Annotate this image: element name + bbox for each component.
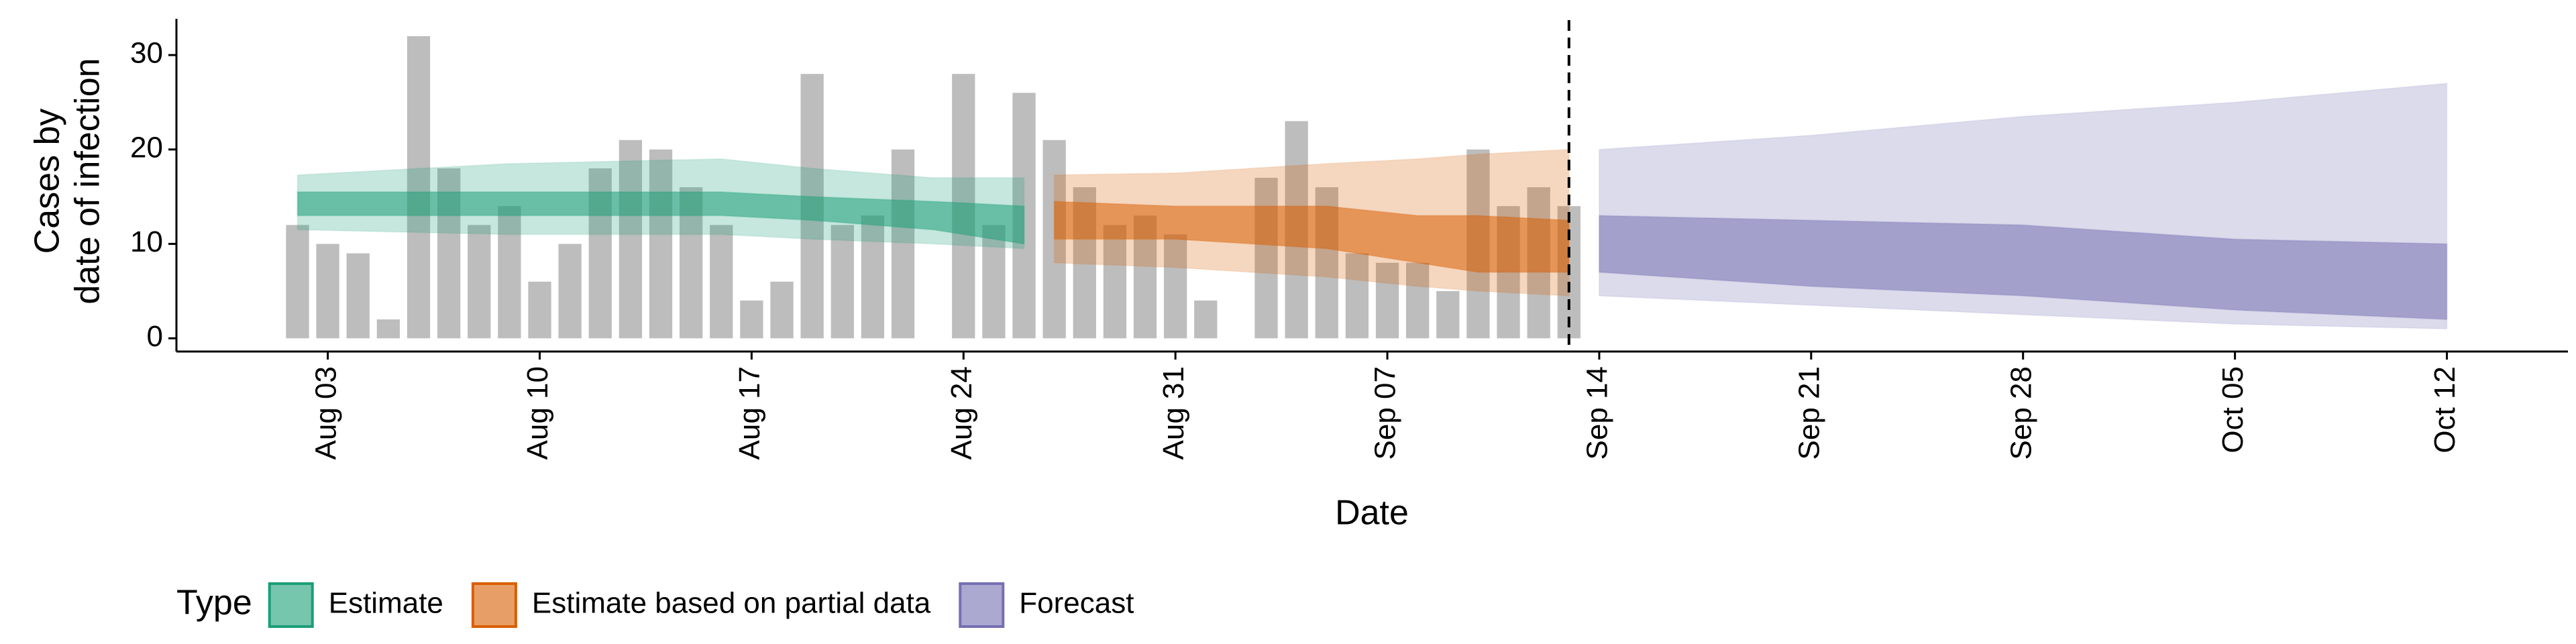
bar (1103, 225, 1127, 339)
legend-label: Estimate (329, 587, 443, 620)
bar (1406, 262, 1430, 339)
bar (1345, 253, 1369, 339)
x-axis-title: Date (1335, 494, 1409, 533)
bar (558, 244, 582, 339)
bar (528, 281, 551, 339)
y-tick-label: 20 (130, 131, 163, 164)
y-tick-label: 0 (147, 320, 163, 353)
bar (1164, 234, 1187, 339)
bar (770, 281, 794, 339)
bar (891, 149, 915, 339)
bar (710, 225, 733, 339)
bar (740, 301, 763, 339)
bar (619, 140, 643, 339)
y-tick-label: 10 (130, 225, 163, 258)
legend-label: Forecast (1019, 587, 1134, 620)
bar (830, 225, 854, 339)
x-tick-label: Aug 10 (521, 366, 554, 460)
x-tick-label: Sep 07 (1369, 366, 1402, 460)
legend-label: Estimate based on partial data (532, 587, 931, 620)
legend-title: Type (176, 584, 252, 623)
bar (286, 225, 309, 339)
bar (346, 253, 370, 339)
bar (1194, 301, 1218, 339)
ribbon (297, 191, 1025, 245)
ribbon (1598, 215, 2448, 321)
y-tick-label: 30 (130, 37, 163, 70)
bar (316, 244, 339, 339)
x-tick-label: Aug 17 (733, 366, 766, 460)
x-tick-label: Aug 24 (945, 366, 978, 460)
legend-swatch (959, 582, 1005, 628)
x-tick-label: Oct 05 (2216, 366, 2249, 453)
bar (1254, 178, 1278, 339)
bar (861, 215, 885, 339)
y-axis-title: date of infection (68, 58, 107, 304)
bar (649, 149, 673, 339)
bar (468, 225, 491, 339)
legend-swatch (471, 582, 517, 628)
bar (1436, 290, 1460, 339)
x-tick-label: Sep 14 (1581, 366, 1614, 460)
legend-swatch (268, 582, 314, 628)
bar (1375, 262, 1399, 339)
x-tick-label: Aug 31 (1157, 366, 1190, 460)
bar (376, 319, 400, 339)
x-tick-label: Sep 28 (2004, 366, 2037, 460)
bar (498, 206, 521, 339)
x-tick-label: Aug 03 (309, 366, 342, 460)
bar (982, 225, 1006, 339)
x-tick-label: Sep 21 (1792, 366, 1825, 460)
bar (407, 36, 431, 339)
x-tick-label: Oct 12 (2428, 366, 2461, 453)
y-axis-title: Cases by (28, 109, 67, 254)
